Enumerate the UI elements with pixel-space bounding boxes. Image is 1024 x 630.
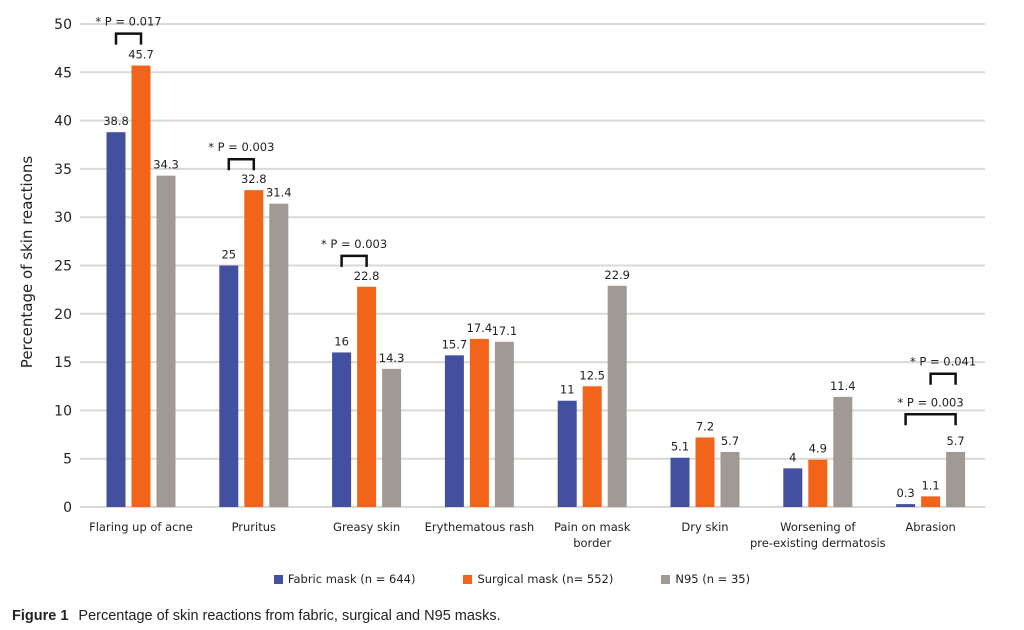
y-tick-label: 5 <box>63 452 72 468</box>
y-tick-label: 20 <box>54 307 72 323</box>
bar <box>357 286 377 507</box>
bar <box>219 265 239 507</box>
bar <box>921 496 941 507</box>
bar <box>106 132 126 507</box>
p-value-label: * P = 0.003 <box>897 395 963 409</box>
bar <box>444 355 464 507</box>
bar <box>156 175 176 508</box>
data-label: 31.4 <box>266 186 292 200</box>
legend-item: N95 (n = 35) <box>661 572 750 586</box>
p-value-label: * P = 0.003 <box>208 140 274 154</box>
y-tick-label: 25 <box>54 259 72 275</box>
significance-bracket <box>904 413 957 426</box>
category-label: Dry skin <box>681 520 728 534</box>
figure-caption: Figure 1 Percentage of skin reactions fro… <box>12 608 501 624</box>
data-label: 11.4 <box>830 379 856 393</box>
legend-swatch <box>463 574 473 584</box>
bar <box>131 65 151 508</box>
legend: Fabric mask (n = 644) Surgical mask (n= 5… <box>0 572 1024 586</box>
data-label: 5.7 <box>946 434 964 448</box>
bar <box>582 386 602 507</box>
significance-bracket <box>227 157 256 171</box>
bar <box>557 400 577 507</box>
y-tick-label: 40 <box>54 114 72 130</box>
data-label: 5.7 <box>721 434 739 448</box>
bar <box>494 341 514 507</box>
category-label: Worsening of <box>780 520 856 534</box>
p-value-label: * P = 0.003 <box>321 237 387 251</box>
significance-annotations: * P = 0.017 * P = 0.003 * P = 0.003 * P = 0… <box>95 15 976 426</box>
bar <box>244 190 264 508</box>
data-label: 22.8 <box>354 269 380 283</box>
bar <box>896 504 916 507</box>
data-label: 38.8 <box>103 114 129 128</box>
category-label: Flaring up of acne <box>89 520 193 534</box>
bar <box>607 285 627 507</box>
data-label: 7.2 <box>696 419 714 433</box>
legend-label: Fabric mask (n = 644) <box>287 572 416 586</box>
legend-swatch <box>273 574 283 584</box>
significance-bracket <box>340 254 368 267</box>
data-label: 15.7 <box>442 337 468 351</box>
category-label: pre-existing dermatosis <box>750 536 886 550</box>
data-label: 4.9 <box>809 442 827 456</box>
value-labels: 38.8 25 16 15.7 11 5.1 4 0.3 45.7 32.8 22.8 17.4 12.… <box>103 48 965 501</box>
data-label: 32.8 <box>241 172 267 186</box>
bar <box>808 459 828 507</box>
bar <box>720 451 740 507</box>
y-tick-label: 35 <box>54 162 72 178</box>
data-label: 45.7 <box>128 48 154 62</box>
bar <box>783 468 803 507</box>
significance-bracket <box>929 372 957 385</box>
category-label: border <box>573 536 611 550</box>
data-label: 17.1 <box>492 324 518 338</box>
data-label: 17.4 <box>467 321 493 335</box>
bar <box>946 451 966 507</box>
legend-item: Fabric mask (n = 644) <box>273 572 416 586</box>
bar <box>670 457 690 507</box>
y-tick-label: 0 <box>63 500 72 516</box>
legend-item: Surgical mask (n= 552) <box>463 572 613 586</box>
y-tick-label: 45 <box>54 65 72 81</box>
bar-chart: 0 5 10 15 20 25 30 35 40 45 50 Percentage of skin … <box>18 15 985 550</box>
data-label: 4 <box>789 450 796 464</box>
category-label: Pain on mask <box>554 520 631 534</box>
data-label: 14.3 <box>379 351 405 365</box>
data-label: 34.3 <box>153 158 179 172</box>
p-value-label: * P = 0.017 <box>95 15 161 29</box>
data-label: 0.3 <box>896 486 914 500</box>
data-label: 5.1 <box>671 440 689 454</box>
legend-swatch <box>661 574 671 584</box>
y-axis-label: Percentage of skin reactions <box>18 156 36 369</box>
figure-label: Figure 1 <box>12 608 69 624</box>
y-tick-label: 30 <box>54 210 72 226</box>
data-label: 11 <box>560 383 575 397</box>
category-label: Abrasion <box>905 520 955 534</box>
significance-bracket <box>114 32 143 45</box>
y-tick-label: 50 <box>54 17 72 33</box>
bar <box>833 396 853 507</box>
data-label: 16 <box>334 334 349 348</box>
legend-label: Surgical mask (n= 552) <box>477 572 614 586</box>
y-tick-label: 15 <box>54 355 72 371</box>
category-labels: Flaring up of acne Pruritus Greasy skin Ery… <box>89 520 956 550</box>
legend-label: N95 (n = 35) <box>675 572 751 586</box>
category-label: Pruritus <box>232 520 276 534</box>
bar <box>332 352 352 507</box>
bar <box>695 437 715 507</box>
bar <box>469 338 489 507</box>
y-axis-ticks: 0 5 10 15 20 25 30 35 40 45 50 <box>54 17 72 516</box>
bar <box>382 368 402 507</box>
category-label: Erythematous rash <box>425 520 534 534</box>
data-label: 1.1 <box>921 478 939 492</box>
category-label: Greasy skin <box>333 520 400 534</box>
y-tick-label: 10 <box>54 403 72 419</box>
p-value-label: * P = 0.041 <box>910 355 976 369</box>
bar <box>269 203 289 507</box>
data-label: 25 <box>221 248 236 262</box>
data-label: 22.9 <box>604 268 630 282</box>
caption-text: Percentage of skin reactions from fabric… <box>78 608 501 624</box>
data-label: 12.5 <box>579 368 605 382</box>
bars <box>106 65 966 508</box>
